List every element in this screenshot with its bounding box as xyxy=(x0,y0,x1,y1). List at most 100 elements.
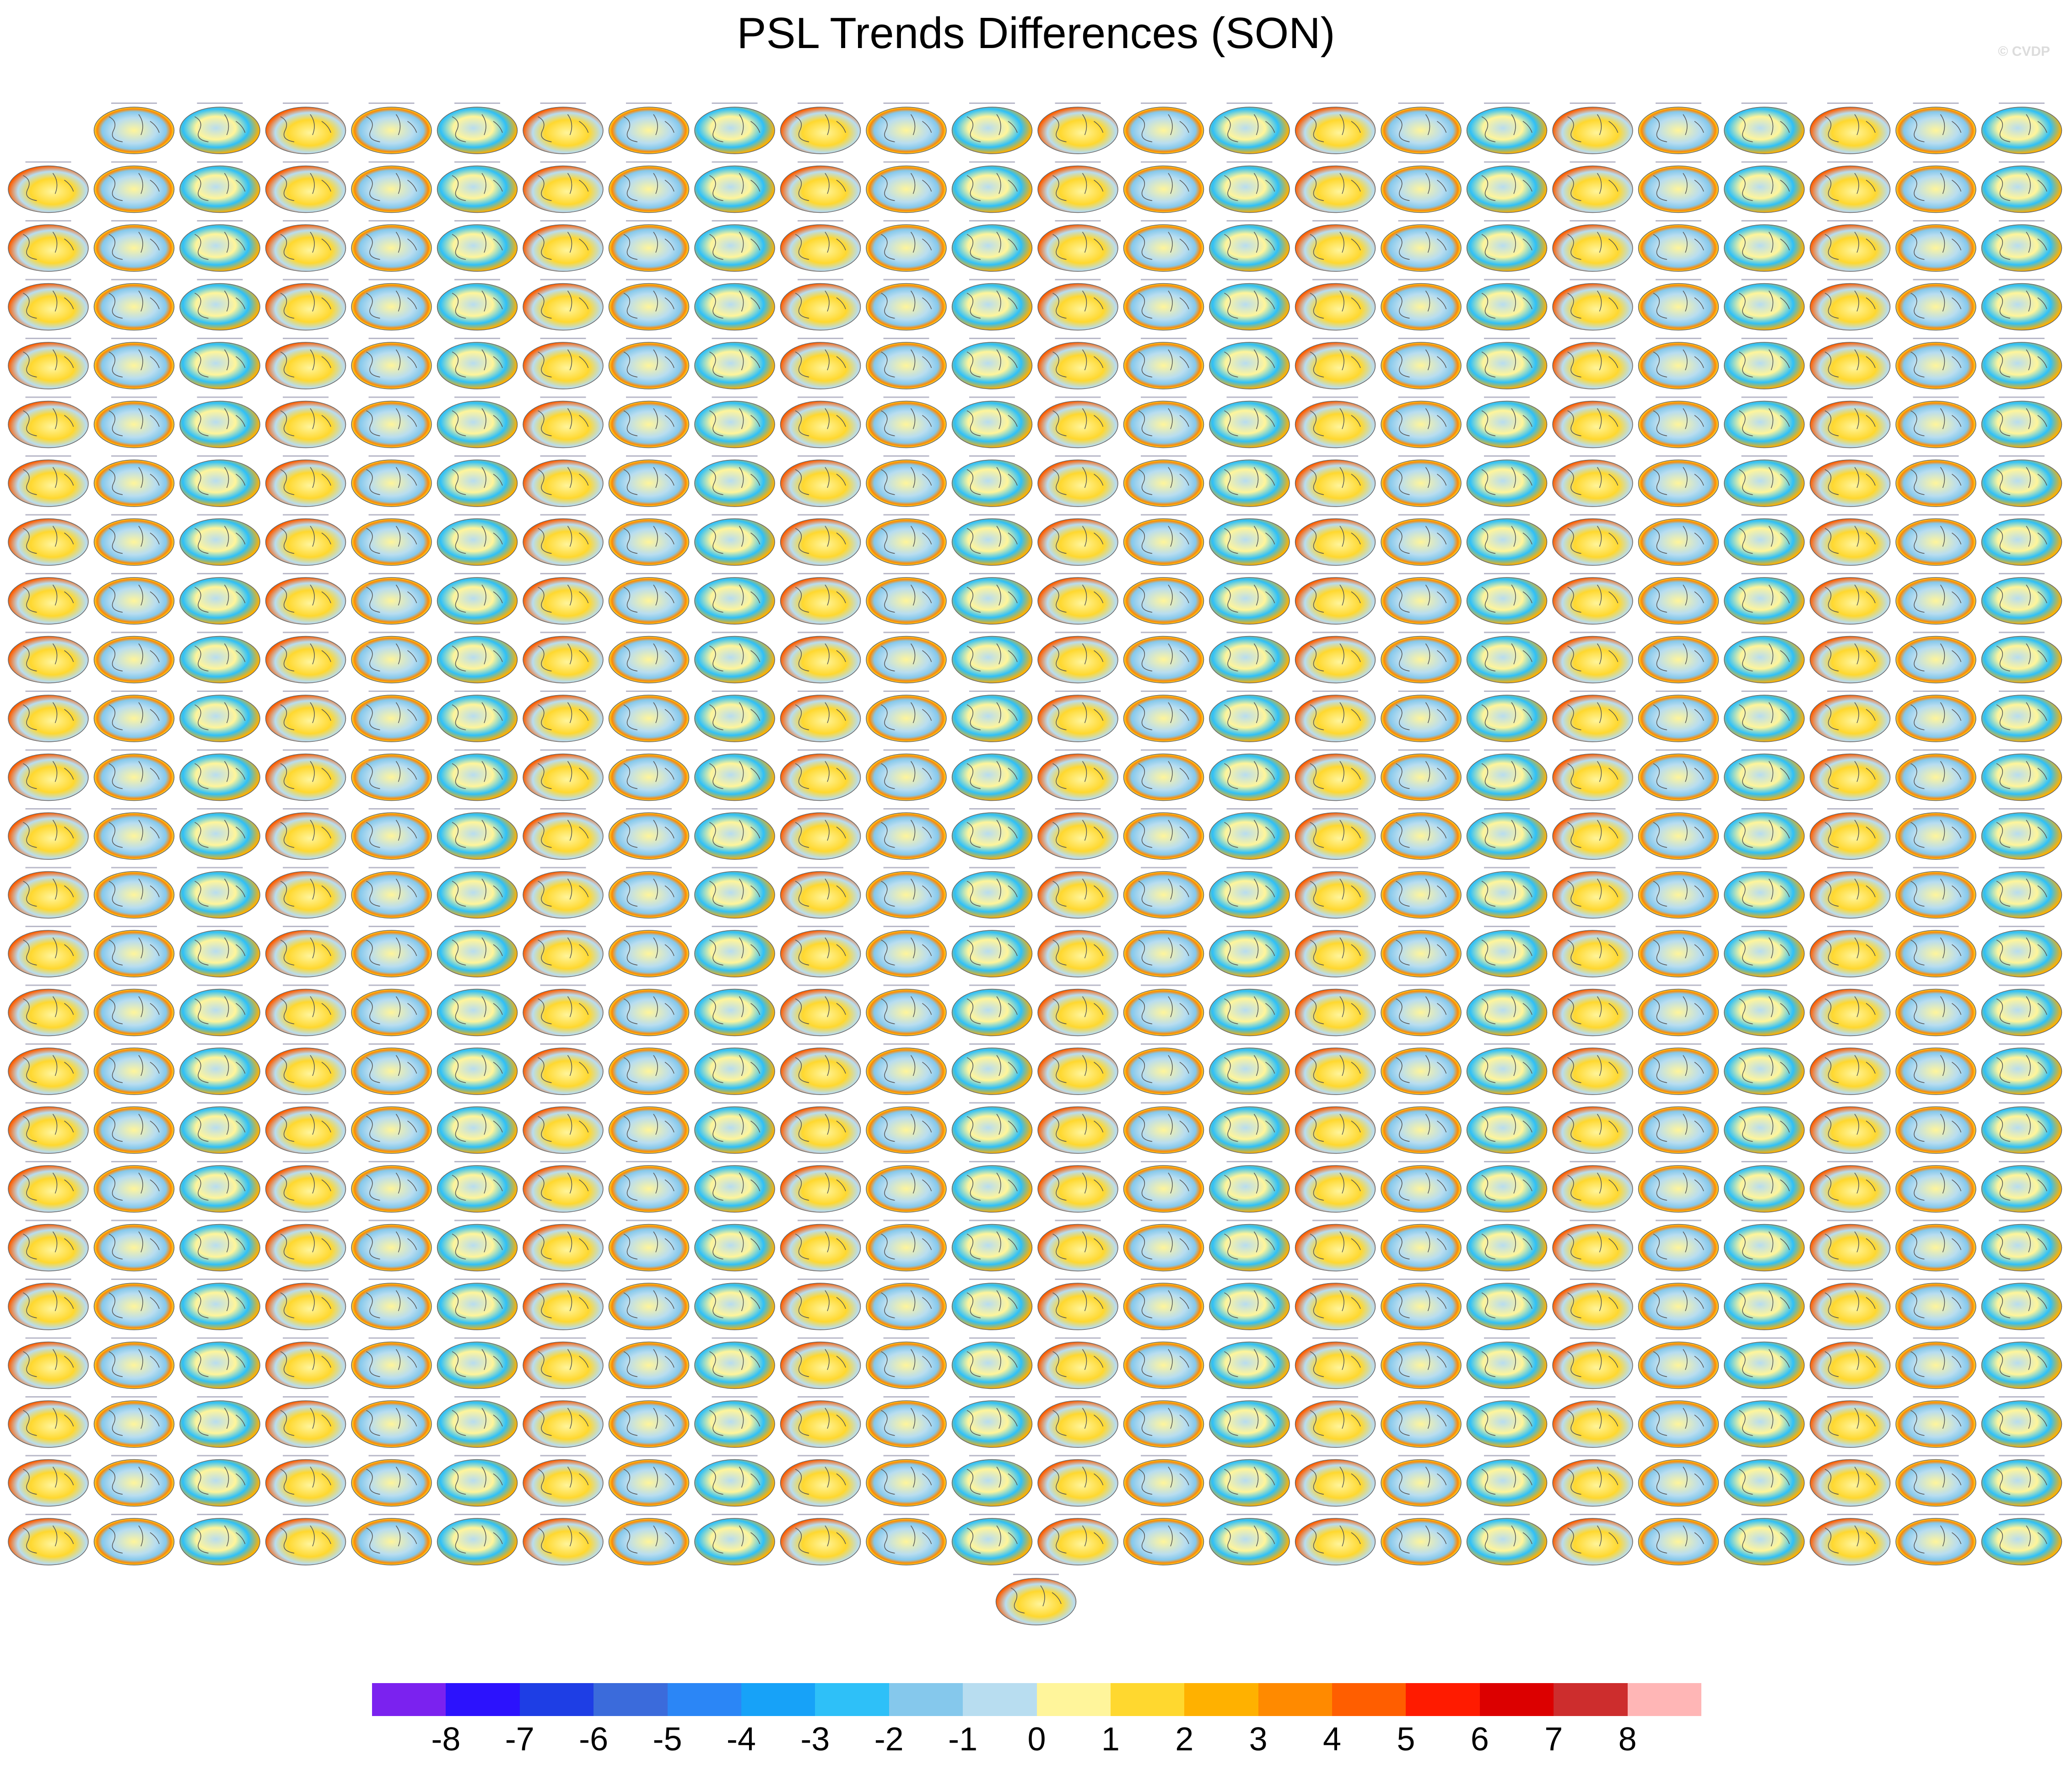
panel-caption xyxy=(111,573,157,574)
panel-map xyxy=(265,1459,346,1507)
panel-coastline xyxy=(1481,291,1532,319)
map-panel xyxy=(951,396,1033,448)
panel-map xyxy=(1123,636,1204,684)
map-panel xyxy=(1724,455,1805,507)
panel-coastline xyxy=(1824,349,1876,378)
panel-coastline xyxy=(23,584,74,613)
panel-coastline xyxy=(1653,643,1704,672)
panel-coastline xyxy=(452,1231,503,1260)
colorbar-swatch xyxy=(741,1683,815,1716)
panel-caption xyxy=(1570,926,1616,927)
panel-coastline xyxy=(966,526,1018,554)
panel-coastline xyxy=(452,1290,503,1318)
panel-caption xyxy=(1913,1043,1959,1045)
panel-map xyxy=(523,518,604,566)
panel-caption xyxy=(1312,161,1358,163)
panel-caption xyxy=(626,632,672,633)
panel-coastline xyxy=(881,1055,932,1083)
panel-map xyxy=(8,1283,89,1330)
panel-coastline xyxy=(1739,937,1790,966)
panel-map xyxy=(351,1224,432,1272)
panel-caption xyxy=(1656,161,1701,163)
panel-map xyxy=(1466,1224,1548,1272)
map-panel xyxy=(93,338,175,389)
panel-map xyxy=(1724,695,1805,742)
panel-coastline xyxy=(1224,1231,1275,1260)
colorbar-tick-label: -4 xyxy=(726,1721,756,1758)
panel-coastline xyxy=(1739,1114,1790,1142)
panel-coastline xyxy=(1224,408,1275,437)
panel-map xyxy=(1638,400,1719,448)
panel-map xyxy=(1809,342,1891,389)
panel-map xyxy=(995,1578,1077,1625)
panel-caption xyxy=(969,573,1015,574)
panel-map xyxy=(8,577,89,625)
panel-map xyxy=(1295,342,1376,389)
panel-caption xyxy=(454,161,500,163)
map-panel xyxy=(8,573,89,625)
panel-coastline xyxy=(108,937,160,966)
map-panel xyxy=(1809,984,1891,1036)
panel-map xyxy=(93,930,175,977)
panel-caption xyxy=(1141,867,1187,869)
panel-map xyxy=(694,283,775,331)
panel-coastline xyxy=(452,1349,503,1377)
panel-caption xyxy=(1141,691,1187,692)
panel-caption xyxy=(1312,573,1358,574)
panel-map xyxy=(1981,577,2062,625)
panel-coastline xyxy=(1481,526,1532,554)
panel-map xyxy=(8,1341,89,1389)
panel-caption xyxy=(111,161,157,163)
panel-caption xyxy=(626,220,672,221)
panel-coastline xyxy=(881,643,932,672)
map-panel xyxy=(694,1220,775,1272)
map-panel xyxy=(608,749,690,801)
panel-map xyxy=(1123,871,1204,919)
map-panel xyxy=(866,161,947,213)
panel-map xyxy=(93,1047,175,1095)
panel-map xyxy=(1123,753,1204,801)
map-panel xyxy=(93,749,175,801)
panel-map xyxy=(951,1106,1033,1154)
panel-map xyxy=(1895,988,1976,1036)
panel-coastline xyxy=(194,408,246,437)
panel-caption xyxy=(1055,514,1101,516)
panel-coastline xyxy=(108,643,160,672)
panel-coastline xyxy=(966,1349,1018,1377)
panel-map xyxy=(265,930,346,977)
panel-caption xyxy=(712,279,758,281)
panel-coastline xyxy=(1138,1172,1189,1201)
panel-map xyxy=(437,165,518,213)
map-panel xyxy=(437,867,518,919)
map-panel xyxy=(179,808,260,860)
panel-map xyxy=(1895,1400,1976,1448)
panel-caption xyxy=(1312,1220,1358,1221)
panel-coastline xyxy=(194,761,246,789)
map-panel xyxy=(1295,867,1376,919)
map-panel xyxy=(265,984,346,1036)
map-panel xyxy=(437,1161,518,1213)
panel-caption xyxy=(798,808,843,810)
map-panel xyxy=(265,1337,346,1389)
panel-coastline xyxy=(1653,1467,1704,1495)
panel-caption xyxy=(1226,1279,1273,1280)
panel-coastline xyxy=(1996,820,2047,848)
map-panel xyxy=(1552,1220,1633,1272)
panel-coastline xyxy=(1396,291,1447,319)
panel-caption xyxy=(1055,338,1101,339)
map-panel xyxy=(1037,338,1118,389)
panel-coastline xyxy=(1138,820,1189,848)
panel-map xyxy=(694,812,775,860)
panel-map xyxy=(694,1518,775,1565)
panel-map xyxy=(437,1283,518,1330)
map-panel xyxy=(866,1455,947,1507)
panel-caption xyxy=(111,1279,157,1280)
panel-coastline xyxy=(1824,1114,1876,1142)
panel-coastline xyxy=(795,1467,846,1495)
panel-coastline xyxy=(538,643,589,672)
panel-coastline xyxy=(795,702,846,730)
panel-map xyxy=(8,1047,89,1095)
panel-map xyxy=(93,1518,175,1565)
panel-coastline xyxy=(1567,937,1619,966)
panel-caption xyxy=(197,514,243,516)
